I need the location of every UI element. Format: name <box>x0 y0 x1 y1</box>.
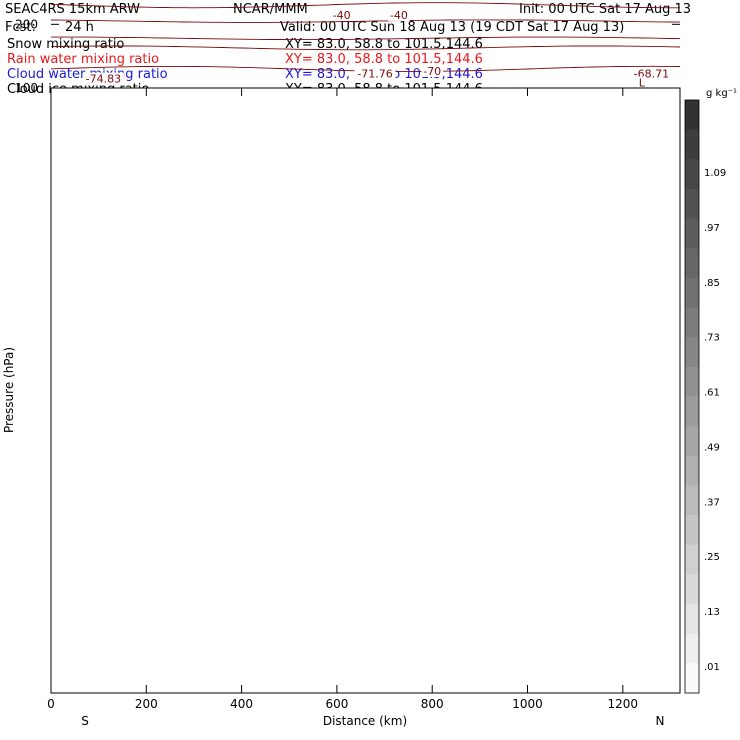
colorbar-segment <box>685 663 699 694</box>
colorbar: .01 .13 .25 .37 .49 .61 .73 .85 .97 1.09 <box>684 99 726 694</box>
x-tick-label: 0 <box>47 697 55 711</box>
colorbar-segment <box>685 396 699 427</box>
contour-label-bg <box>637 76 647 89</box>
axes: 0200400600800100012001002003004005006007… <box>15 17 680 711</box>
plot-area <box>51 88 680 693</box>
colorbar-tick-label: .13 <box>704 607 720 618</box>
x-axis-right-end-label: N <box>656 714 665 728</box>
colorbar-segment <box>685 129 699 160</box>
colorbar-segment <box>685 188 699 220</box>
x-tick-label: 1200 <box>608 697 639 711</box>
colorbar-tick-label: .37 <box>704 497 720 508</box>
contour-labels: -74.83-71.76-70-68.71L-40-40-30-30-20-20… <box>82 8 672 89</box>
contour-label: -40 <box>390 9 408 22</box>
colorbar-segment <box>685 574 699 605</box>
x-axis-title: Distance (km) <box>323 714 407 728</box>
fcst-value: 24 h <box>65 20 94 35</box>
colorbar-tick-label: .73 <box>704 333 720 344</box>
model-title: SEAC4RS 15km ARW <box>5 2 140 17</box>
colorbar-segment <box>685 544 699 575</box>
temperature-contour-line <box>50 2 680 9</box>
colorbar-segment <box>685 515 699 546</box>
y-tick-label: 100 <box>15 81 38 95</box>
colorbar-segment <box>685 426 699 457</box>
contour-label: -40 <box>333 9 351 22</box>
x-tick-label: 200 <box>135 697 158 711</box>
contour-label: -70 <box>423 65 441 78</box>
colorbar-segment <box>685 307 699 338</box>
legend-label: Snow mixing ratio <box>7 37 124 52</box>
colorbar-segment <box>685 277 699 309</box>
colorbar-tick-label: .61 <box>704 388 720 399</box>
x-tick-label: 600 <box>325 697 348 711</box>
colorbar-segment <box>685 337 699 368</box>
colorbar-segment <box>685 248 699 279</box>
plot-frame <box>50 87 681 694</box>
contour-label-bg <box>354 67 396 80</box>
colorbar-tick-label: .49 <box>704 442 720 453</box>
colorbar-tick-label: .85 <box>704 278 720 289</box>
temperature-contours <box>50 2 681 72</box>
contour-label: -74.83 <box>86 73 121 86</box>
init-time: Init: 00 UTC Sat 17 Aug 13 <box>519 2 691 17</box>
colorbar-segment <box>685 159 699 190</box>
colorbar-frame <box>684 99 700 694</box>
colorbar-segment <box>685 455 699 486</box>
colorbar-tick-label: 1.09 <box>704 168 726 179</box>
contour-label-bg <box>421 64 443 77</box>
x-tick-label: 800 <box>421 697 444 711</box>
x-axis-left-end-label: S <box>81 714 89 728</box>
colorbar-tick-label: .25 <box>704 552 720 563</box>
x-tick-label: 400 <box>230 697 253 711</box>
contour-label: -71.76 <box>357 68 392 81</box>
temperature-contour-line <box>50 45 681 51</box>
legend-xy: XY= 83.0, 58.8 to 101.5,144.6 <box>285 37 483 52</box>
colorbar-segment <box>685 604 699 635</box>
contour-label-bg <box>388 8 410 21</box>
contour-label: L <box>639 76 646 89</box>
colorbar-segment <box>685 485 699 516</box>
colorbar-segment <box>685 218 699 249</box>
colorbar-tick-label: .97 <box>704 223 720 234</box>
temperature-contour-line <box>50 19 681 23</box>
colorbar-unit: g kg⁻¹ <box>706 88 737 99</box>
y-axis-title: Pressure (hPa) <box>2 347 16 433</box>
contour-label-bg <box>82 72 124 85</box>
colorbar-segment <box>685 100 699 131</box>
x-tick-label: 1000 <box>512 697 543 711</box>
contour-label-bg <box>330 8 353 21</box>
colorbar-segment <box>685 633 699 664</box>
legend-xy: XY= 83.0, 58.8 to 101.5,144.6 <box>285 52 483 67</box>
y-tick-label: 200 <box>15 17 38 31</box>
colorbar-segment <box>685 366 699 397</box>
valid-time: Valid: 00 UTC Sun 18 Aug 13 (19 CDT Sat … <box>280 20 624 35</box>
legend-label: Rain water mixing ratio <box>7 52 159 67</box>
temperature-contour-line <box>51 36 681 41</box>
colorbar-tick-label: .01 <box>704 662 720 673</box>
center-label: NCAR/MMM <box>233 2 308 17</box>
fcst-label: Fcst: <box>5 20 36 35</box>
